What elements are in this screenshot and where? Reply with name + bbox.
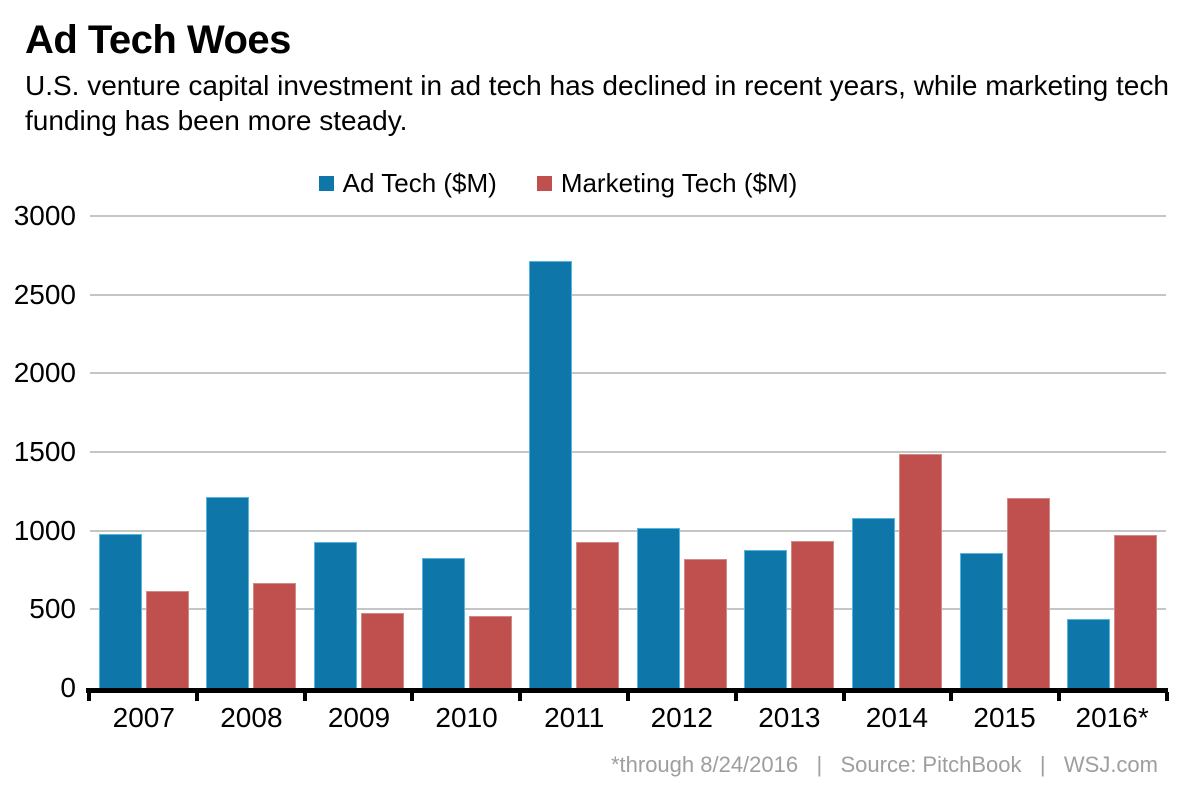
- legend-swatch-marketingtech: [536, 176, 552, 191]
- source-note: *through 8/24/2016 | Source: PitchBook |…: [610, 752, 1158, 777]
- legend-swatch-adtech: [318, 176, 334, 191]
- bar-marketingtech-2012: [683, 559, 727, 688]
- bar-marketingtech-2011: [576, 542, 620, 688]
- bar-marketingtech-2008: [253, 583, 297, 688]
- x-axis-tick-0: [87, 692, 91, 701]
- bar-group-2012: [628, 216, 736, 688]
- gridline-500: [90, 608, 1166, 611]
- x-axis-label-2012: 2012: [650, 702, 713, 733]
- bar-marketingtech-2007: [145, 591, 189, 688]
- bar-adtech-2015: [959, 553, 1003, 688]
- x-axis-tick-7: [841, 692, 846, 701]
- bar-marketingtech-2009: [360, 613, 404, 688]
- y-axis-label-1500: 1500: [13, 436, 76, 467]
- y-axis-label-0: 0: [60, 672, 76, 703]
- x-axis-tick-5: [626, 692, 630, 701]
- bar-adtech-2008: [206, 497, 250, 688]
- bar-adtech-2011: [529, 261, 573, 688]
- bar-adtech-2007: [98, 534, 142, 688]
- bar-group-2008: [198, 216, 306, 688]
- bar-marketingtech-2016: [1114, 535, 1158, 688]
- bar-group-2015: [951, 216, 1059, 688]
- bar-adtech-2009: [313, 542, 357, 688]
- y-axis-label-500: 500: [29, 593, 76, 625]
- x-axis-label-2016: 2016*: [1075, 702, 1149, 733]
- x-axis-tick-9: [1057, 692, 1062, 701]
- y-axis-label-2500: 2500: [13, 278, 76, 310]
- legend-item-adtech: Ad Tech ($M): [318, 168, 497, 199]
- gridline-2500: [90, 293, 1166, 296]
- x-axis-tick-1: [194, 692, 199, 701]
- gridline-1000: [90, 529, 1166, 532]
- x-axis-tick-6: [733, 692, 738, 701]
- bar-marketingtech-2015: [1006, 498, 1050, 688]
- bar-adtech-2014: [851, 518, 895, 688]
- x-axis-line: [86, 688, 1168, 693]
- x-axis-label-2013: 2013: [758, 702, 821, 733]
- x-axis-labels: 2007 2008 2009 2010 2011 2012 2013 2014 2015 2016…: [90, 702, 1166, 734]
- bar-adtech-2016: [1067, 619, 1111, 688]
- chart-subtitle: U.S. venture capital investment in ad te…: [25, 70, 1169, 136]
- x-axis-label-2009: 2009: [327, 702, 391, 733]
- bar-marketingtech-2014: [898, 454, 942, 688]
- x-axis-label-2011: 2011: [544, 702, 605, 733]
- y-axis-label-3000: 3000: [13, 200, 76, 231]
- chart-legend: Ad Tech ($M) Marketing Tech ($M): [0, 168, 1158, 199]
- y-axis-label-1000: 1000: [13, 514, 76, 546]
- plot-area: [90, 216, 1166, 688]
- x-axis-tick-4: [518, 692, 523, 701]
- gridline-3000: [90, 215, 1166, 217]
- legend-label-marketingtech: Marketing Tech ($M): [560, 168, 798, 198]
- x-axis-tick-2: [302, 692, 307, 701]
- y-axis-label-2000: 2000: [13, 357, 76, 389]
- bar-adtech-2013: [744, 550, 788, 688]
- x-axis-label-2008: 2008: [220, 702, 283, 733]
- bar-group-2016: [1058, 216, 1166, 688]
- x-axis-tick-8: [949, 692, 954, 701]
- bar-group-2013: [736, 216, 844, 688]
- bar-group-2009: [305, 216, 413, 688]
- x-axis-tick-3: [410, 692, 415, 701]
- gridline-2000: [90, 372, 1166, 375]
- gridline-1500: [90, 451, 1166, 453]
- bar-adtech-2010: [421, 558, 465, 688]
- bar-marketingtech-2013: [791, 541, 835, 688]
- bar-marketingtech-2010: [468, 616, 512, 688]
- x-axis-label-2014: 2014: [865, 702, 929, 733]
- bar-group-2014: [843, 216, 951, 688]
- x-axis-label-2007: 2007: [112, 702, 175, 733]
- bar-adtech-2012: [636, 528, 680, 688]
- bar-group-2007: [90, 216, 198, 688]
- x-axis-label-2015: 2015: [973, 702, 1036, 733]
- legend-item-marketingtech: Marketing Tech ($M): [536, 168, 798, 199]
- bar-group-2010: [413, 216, 521, 688]
- legend-label-adtech: Ad Tech ($M): [342, 168, 497, 198]
- bar-group-2011: [520, 216, 628, 688]
- x-axis-label-2010: 2010: [435, 702, 498, 733]
- chart-title: Ad Tech Woes: [25, 18, 291, 62]
- x-axis-tick-10: [1165, 692, 1169, 701]
